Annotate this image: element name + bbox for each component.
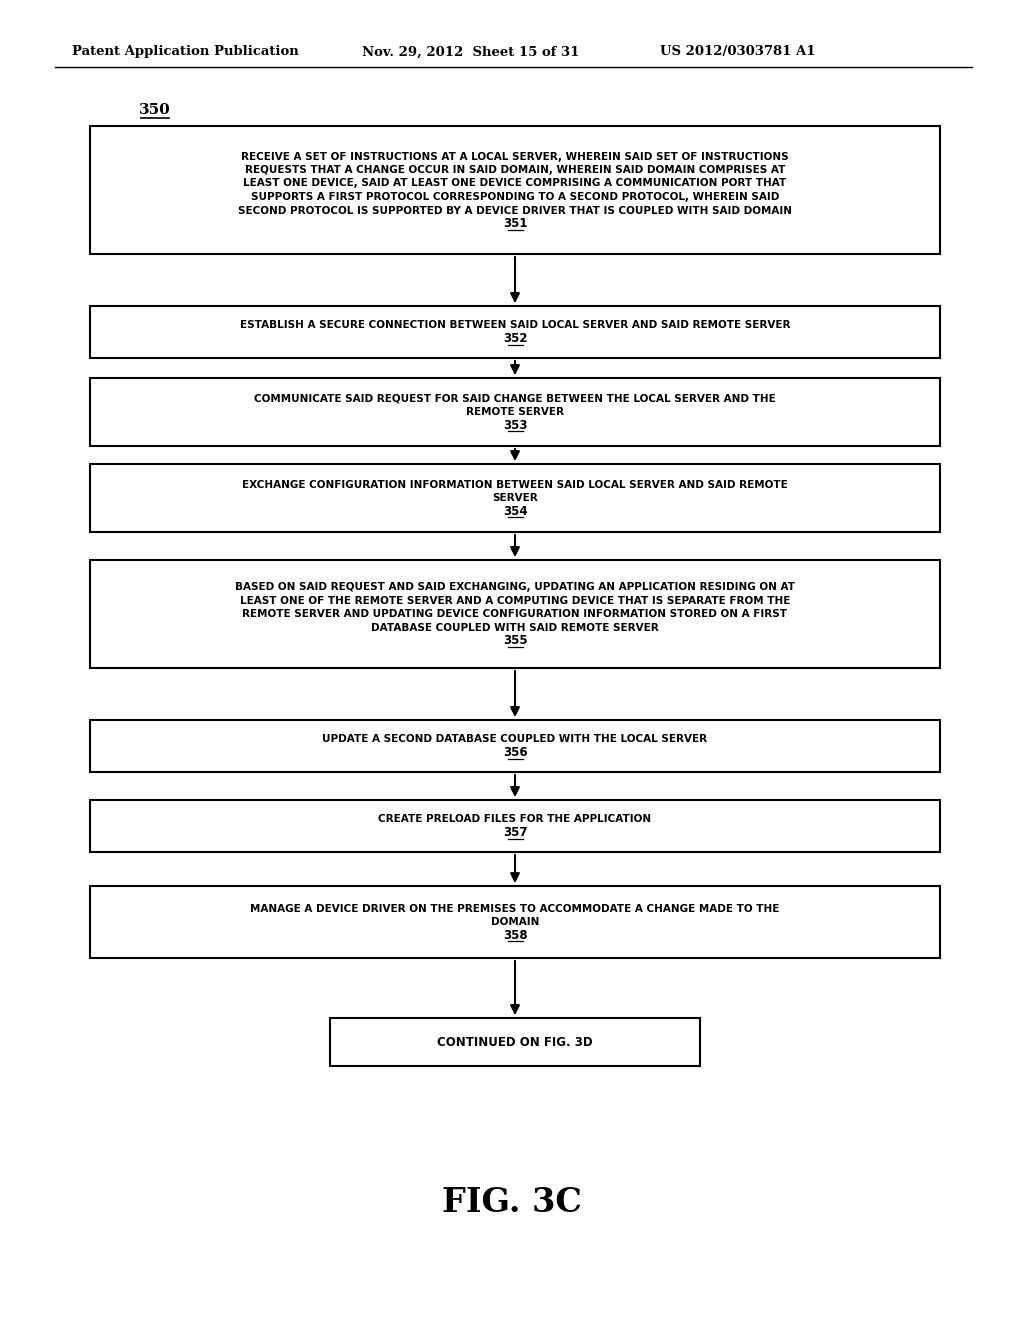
Text: 356: 356 (503, 746, 527, 759)
Text: SECOND PROTOCOL IS SUPPORTED BY A DEVICE DRIVER THAT IS COUPLED WITH SAID DOMAIN: SECOND PROTOCOL IS SUPPORTED BY A DEVICE… (238, 206, 792, 215)
Text: CONTINUED ON FIG. 3D: CONTINUED ON FIG. 3D (437, 1035, 593, 1048)
Text: SUPPORTS A FIRST PROTOCOL CORRESPONDING TO A SECOND PROTOCOL, WHEREIN SAID: SUPPORTS A FIRST PROTOCOL CORRESPONDING … (251, 191, 779, 202)
Bar (90, 800, 940, 851)
Bar (90, 465, 940, 532)
Text: 355: 355 (503, 634, 527, 647)
Text: 354: 354 (503, 504, 527, 517)
Bar (90, 886, 940, 958)
Bar (90, 378, 940, 446)
Text: US 2012/0303781 A1: US 2012/0303781 A1 (660, 45, 815, 58)
Text: 358: 358 (503, 929, 527, 941)
Text: DATABASE COUPLED WITH SAID REMOTE SERVER: DATABASE COUPLED WITH SAID REMOTE SERVER (371, 623, 658, 632)
Text: SERVER: SERVER (493, 494, 538, 503)
Text: CREATE PRELOAD FILES FOR THE APPLICATION: CREATE PRELOAD FILES FOR THE APPLICATION (379, 814, 651, 825)
Bar (330, 1018, 700, 1067)
Text: REMOTE SERVER: REMOTE SERVER (466, 408, 564, 417)
Text: UPDATE A SECOND DATABASE COUPLED WITH THE LOCAL SERVER: UPDATE A SECOND DATABASE COUPLED WITH TH… (323, 734, 708, 744)
Text: 353: 353 (503, 418, 527, 432)
Text: LEAST ONE DEVICE, SAID AT LEAST ONE DEVICE COMPRISING A COMMUNICATION PORT THAT: LEAST ONE DEVICE, SAID AT LEAST ONE DEVI… (244, 178, 786, 189)
Bar (90, 719, 940, 772)
Bar (90, 125, 940, 253)
Text: BASED ON SAID REQUEST AND SAID EXCHANGING, UPDATING AN APPLICATION RESIDING ON A: BASED ON SAID REQUEST AND SAID EXCHANGIN… (234, 582, 795, 593)
Text: Patent Application Publication: Patent Application Publication (72, 45, 299, 58)
Text: REQUESTS THAT A CHANGE OCCUR IN SAID DOMAIN, WHEREIN SAID DOMAIN COMPRISES AT: REQUESTS THAT A CHANGE OCCUR IN SAID DOM… (245, 165, 785, 176)
Text: 350: 350 (139, 103, 171, 117)
Text: 352: 352 (503, 333, 527, 345)
Text: COMMUNICATE SAID REQUEST FOR SAID CHANGE BETWEEN THE LOCAL SERVER AND THE: COMMUNICATE SAID REQUEST FOR SAID CHANGE… (254, 393, 776, 404)
Text: DOMAIN: DOMAIN (490, 917, 540, 927)
Bar (90, 560, 940, 668)
Bar (90, 306, 940, 358)
Text: FIG. 3C: FIG. 3C (442, 1185, 582, 1218)
Text: ESTABLISH A SECURE CONNECTION BETWEEN SAID LOCAL SERVER AND SAID REMOTE SERVER: ESTABLISH A SECURE CONNECTION BETWEEN SA… (240, 321, 791, 330)
Text: 357: 357 (503, 826, 527, 840)
Text: EXCHANGE CONFIGURATION INFORMATION BETWEEN SAID LOCAL SERVER AND SAID REMOTE: EXCHANGE CONFIGURATION INFORMATION BETWE… (242, 479, 787, 490)
Text: LEAST ONE OF THE REMOTE SERVER AND A COMPUTING DEVICE THAT IS SEPARATE FROM THE: LEAST ONE OF THE REMOTE SERVER AND A COM… (240, 595, 791, 606)
Text: MANAGE A DEVICE DRIVER ON THE PREMISES TO ACCOMMODATE A CHANGE MADE TO THE: MANAGE A DEVICE DRIVER ON THE PREMISES T… (250, 904, 779, 913)
Text: Nov. 29, 2012  Sheet 15 of 31: Nov. 29, 2012 Sheet 15 of 31 (362, 45, 580, 58)
Text: REMOTE SERVER AND UPDATING DEVICE CONFIGURATION INFORMATION STORED ON A FIRST: REMOTE SERVER AND UPDATING DEVICE CONFIG… (243, 610, 787, 619)
Text: RECEIVE A SET OF INSTRUCTIONS AT A LOCAL SERVER, WHEREIN SAID SET OF INSTRUCTION: RECEIVE A SET OF INSTRUCTIONS AT A LOCAL… (242, 152, 788, 161)
Text: 351: 351 (503, 216, 527, 230)
